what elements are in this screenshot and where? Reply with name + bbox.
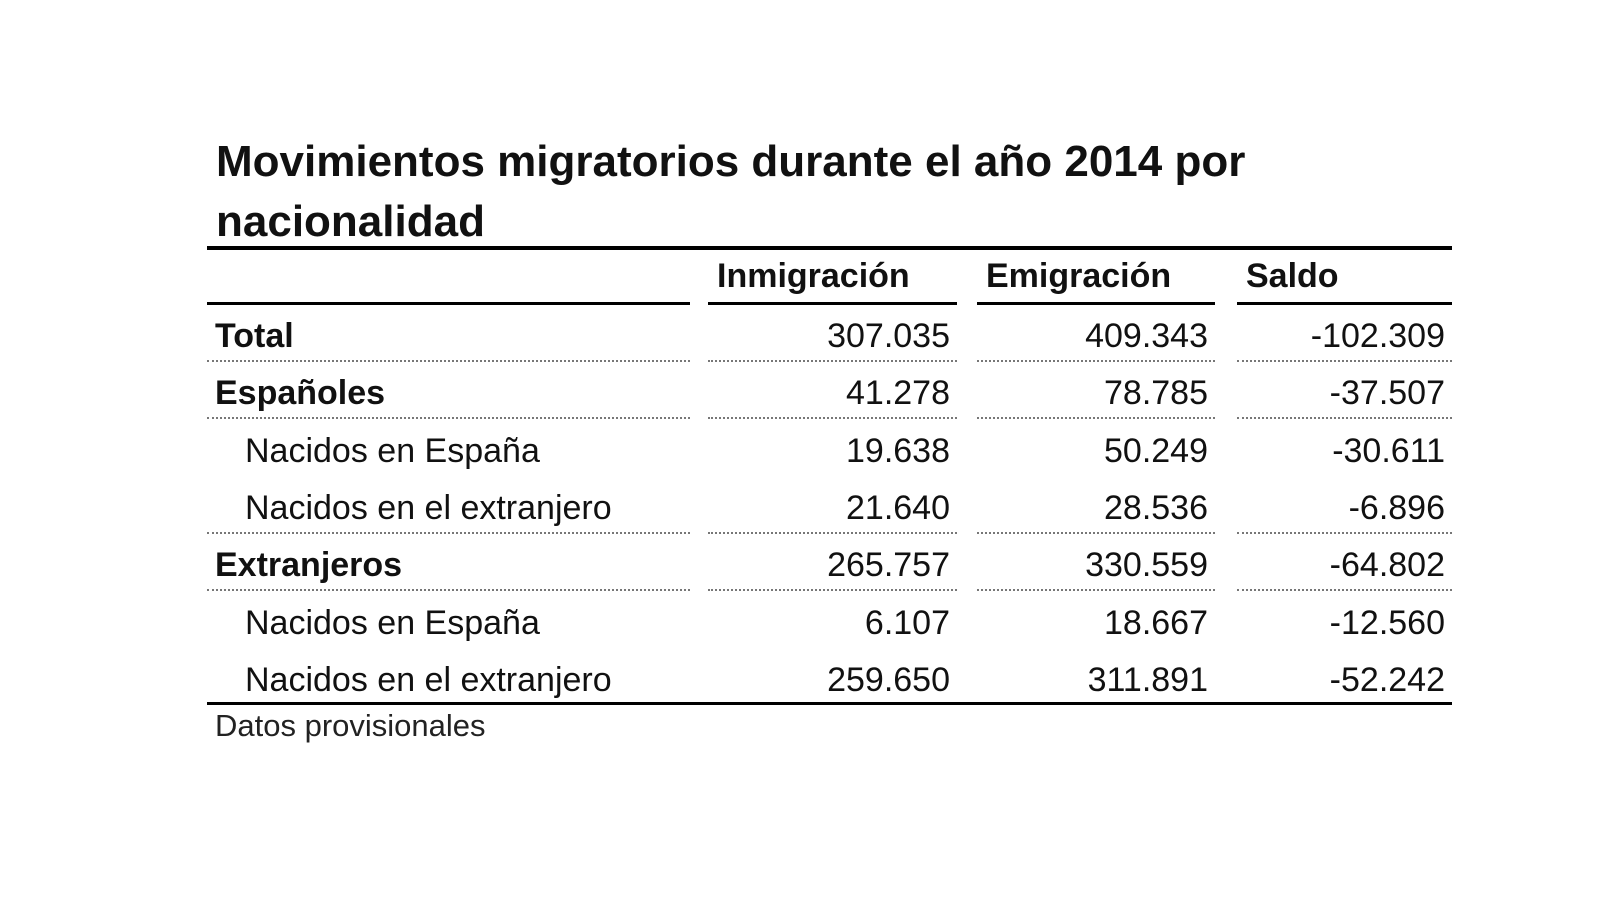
row-rule: [708, 531, 957, 534]
cell-value: 6.107: [864, 603, 950, 642]
column-header: Emigración: [986, 257, 1172, 295]
column-header: Saldo: [1246, 257, 1339, 295]
cell-value: -12.560: [1329, 603, 1445, 642]
row-rule: [207, 360, 690, 362]
cell-value: -52.242: [1329, 660, 1445, 699]
cell-value: -102.309: [1310, 317, 1445, 355]
row-label: Extranjeros: [215, 546, 403, 585]
header-rule: [708, 302, 957, 305]
row-rule: [1237, 589, 1452, 592]
cell-value: 330.559: [1085, 546, 1208, 585]
column-header: Inmigración: [717, 257, 910, 295]
cell-value: 409.343: [1085, 317, 1208, 355]
cell-value: 50.249: [1104, 431, 1208, 470]
row-label: Nacidos en España: [245, 603, 540, 642]
header-rule: [1237, 302, 1452, 305]
row-rule: [1237, 360, 1452, 362]
cell-value: 41.278: [846, 374, 950, 413]
footnote: Datos provisionales: [215, 708, 486, 743]
header-rule: [207, 302, 690, 305]
row-rule: [977, 417, 1215, 420]
cell-value: 19.638: [846, 431, 950, 470]
row-rule: [1237, 417, 1452, 420]
cell-value: 311.891: [1087, 660, 1208, 699]
row-rule: [977, 360, 1215, 362]
top-rule: [207, 246, 1452, 250]
row-rule: [708, 589, 957, 592]
row-label: Total: [215, 317, 294, 355]
cell-value: -30.611: [1332, 431, 1445, 470]
row-label: Españoles: [215, 374, 386, 413]
cell-value: 78.785: [1104, 374, 1208, 413]
cell-value: 28.536: [1104, 488, 1208, 527]
cell-value: -64.802: [1329, 546, 1445, 585]
row-rule: [977, 589, 1215, 592]
cell-value: 21.640: [846, 488, 950, 527]
cell-value: -37.507: [1329, 374, 1445, 413]
row-rule: [207, 417, 690, 420]
cell-value: 259.650: [827, 660, 950, 699]
header-rule: [977, 302, 1215, 305]
row-rule: [708, 360, 957, 362]
row-rule: [708, 417, 957, 420]
cell-value: 307.035: [827, 317, 950, 355]
table-title: Movimientos migratorios durante el año 2…: [216, 137, 1246, 246]
bottom-rule: [207, 702, 1452, 705]
row-rule: [1237, 531, 1452, 534]
row-label: Nacidos en España: [245, 431, 540, 470]
row-rule: [977, 531, 1215, 534]
row-rule: [207, 589, 690, 592]
cell-value: 18.667: [1104, 603, 1208, 642]
cell-value: -6.896: [1348, 488, 1445, 527]
row-label: Nacidos en el extranjero: [245, 660, 612, 699]
row-rule: [207, 531, 690, 534]
row-label: Nacidos en el extranjero: [245, 488, 612, 527]
cell-value: 265.757: [827, 546, 950, 585]
